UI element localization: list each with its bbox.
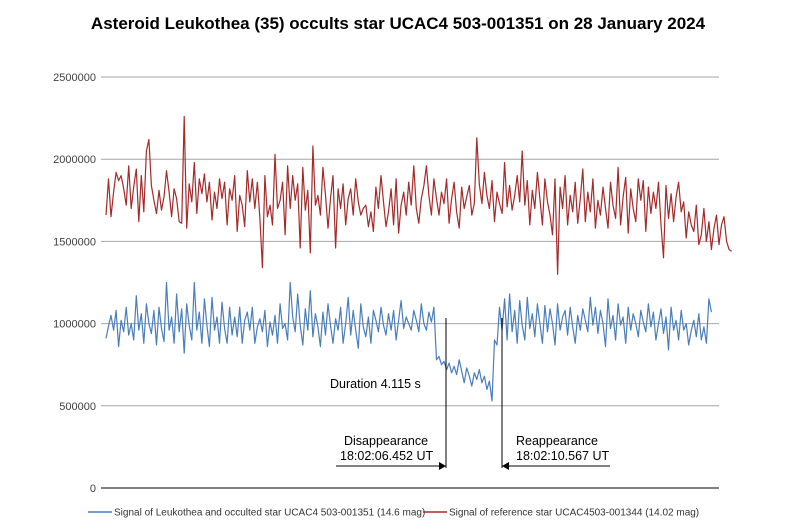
disappearance-label: Disappearance <box>344 434 428 448</box>
y-tick-label: 1000000 <box>53 319 96 331</box>
series-line-leukothea <box>105 281 712 402</box>
series-group <box>105 115 732 402</box>
legend-label-leukothea: Signal of Leukothea and occulted star UC… <box>114 508 425 519</box>
y-tick-label: 2000000 <box>53 154 96 166</box>
legend-label-reference: Signal of reference star UCAC4503-001344… <box>449 508 699 519</box>
disappearance-time: 18:02:06.452 UT <box>340 449 433 463</box>
y-tick-label: 1500000 <box>53 236 96 248</box>
gridlines <box>101 76 719 407</box>
y-tick-label: 500000 <box>59 401 96 413</box>
series-line-reference <box>105 115 732 275</box>
disappearance-arrowhead <box>439 462 446 470</box>
legend: Signal of Leukothea and occulted star UC… <box>88 508 699 519</box>
reappearance-time: 18:02:10.567 UT <box>516 449 609 463</box>
y-axis-tick-labels: 0 500000 1000000 1500000 2000000 2500000 <box>53 72 96 495</box>
y-tick-label: 2500000 <box>53 72 96 84</box>
duration-annotation: Duration 4.115 s <box>330 377 421 391</box>
y-tick-label: 0 <box>90 483 96 495</box>
reappearance-label: Reappearance <box>516 434 598 448</box>
chart-title: Asteroid Leukothea (35) occults star UCA… <box>90 14 706 33</box>
reappearance-arrowhead <box>502 462 509 470</box>
